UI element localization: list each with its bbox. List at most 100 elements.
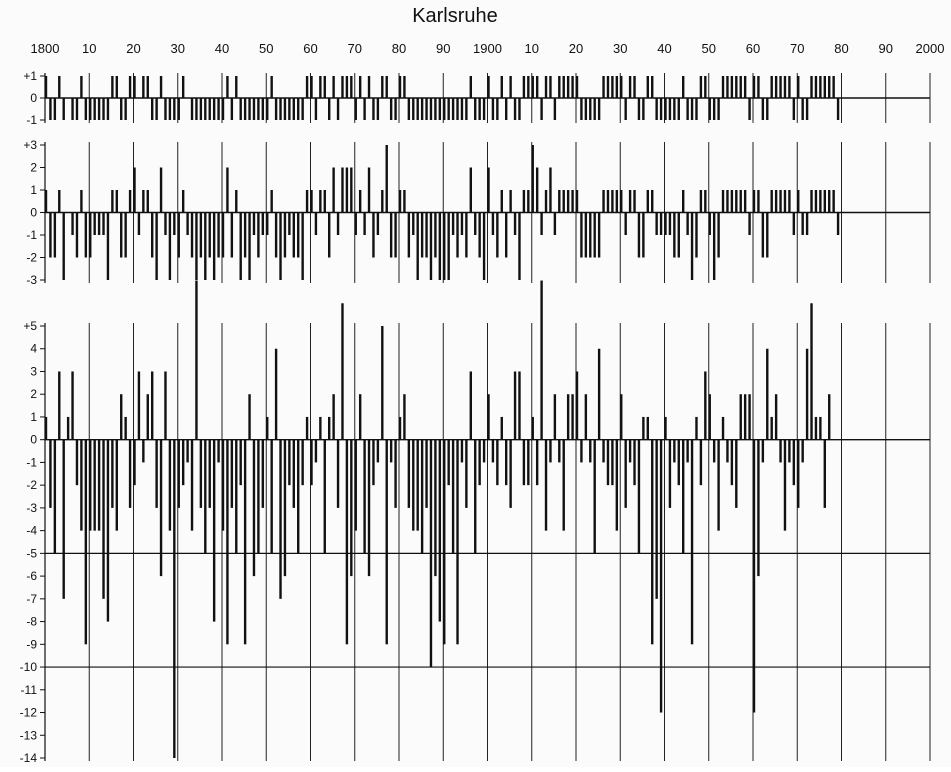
bar: [491, 439, 495, 463]
bar: [212, 212, 216, 280]
bar: [500, 190, 503, 213]
bar: [655, 212, 658, 235]
bar: [283, 212, 287, 258]
bar: [230, 98, 234, 120]
bar: [451, 212, 455, 235]
bar: [726, 190, 729, 213]
bar: [699, 76, 703, 98]
bar: [748, 98, 751, 120]
bar: [292, 212, 295, 258]
bar: [562, 76, 565, 98]
bar: [451, 98, 455, 120]
bar: [704, 190, 707, 213]
x-tick-label: 30: [613, 41, 627, 56]
bar: [589, 439, 592, 463]
bar: [783, 190, 787, 213]
bar: [597, 348, 601, 440]
bar: [292, 98, 295, 120]
bar: [71, 371, 74, 440]
bar: [49, 439, 52, 508]
bar: [151, 212, 154, 258]
bar: [668, 212, 672, 235]
bar: [584, 394, 588, 440]
bar: [367, 167, 371, 213]
bar: [828, 76, 831, 98]
bar: [447, 212, 450, 280]
bar: [80, 76, 83, 98]
bar: [181, 439, 185, 486]
bar: [443, 439, 446, 645]
bar: [288, 439, 291, 486]
x-tick-label: 90: [436, 41, 450, 56]
bar: [505, 98, 508, 120]
bar: [522, 190, 526, 213]
bar: [376, 439, 380, 463]
bar: [628, 439, 632, 463]
bar: [292, 439, 295, 508]
bar: [354, 212, 357, 235]
bar: [549, 439, 552, 463]
bar: [792, 439, 796, 486]
bar: [367, 76, 371, 98]
x-tick-label: 20: [126, 41, 140, 56]
bar: [363, 439, 366, 554]
bar: [819, 190, 822, 213]
x-tick-label: 1800: [31, 41, 60, 56]
bar: [239, 212, 242, 280]
bar: [243, 439, 247, 645]
bar: [394, 439, 397, 508]
bar: [505, 212, 508, 258]
bar: [465, 212, 468, 258]
bar: [774, 76, 778, 98]
bar: [743, 190, 747, 213]
bar: [177, 98, 180, 120]
x-tick-label: 40: [215, 41, 229, 56]
bar: [75, 439, 79, 486]
x-tick-label: 40: [657, 41, 671, 56]
bar: [474, 98, 477, 120]
bar: [270, 190, 273, 213]
bar: [204, 98, 207, 120]
bar: [279, 439, 282, 599]
bar: [465, 439, 468, 508]
bar: [482, 212, 486, 280]
bar: [358, 76, 362, 98]
bar: [788, 190, 791, 213]
bar: [708, 98, 711, 120]
y-tick-label: -2: [26, 478, 37, 492]
bar: [283, 439, 287, 577]
bar: [774, 394, 778, 440]
bar: [805, 98, 809, 120]
x-tick-label: 60: [746, 41, 760, 56]
bar: [451, 439, 455, 554]
bar: [146, 76, 149, 98]
bar: [44, 190, 48, 213]
bar: [261, 98, 265, 120]
bar: [513, 212, 517, 235]
bar: [319, 190, 322, 213]
bar: [305, 416, 309, 440]
bar: [301, 439, 304, 486]
bar: [752, 439, 756, 713]
bar: [823, 190, 826, 213]
y-tick-label: 0: [30, 91, 37, 105]
bar: [642, 98, 645, 120]
bar: [363, 212, 366, 235]
bar: [779, 439, 782, 463]
bar: [230, 212, 234, 258]
bar: [381, 326, 384, 440]
bar: [53, 98, 57, 120]
bar: [159, 76, 163, 98]
bar: [133, 76, 136, 98]
bar: [438, 212, 442, 280]
bar: [49, 98, 52, 120]
bar: [748, 212, 751, 235]
bar: [416, 212, 419, 280]
bar: [212, 98, 216, 120]
bar: [106, 439, 110, 622]
bar: [429, 439, 433, 668]
bar: [128, 76, 132, 98]
bar: [257, 98, 260, 120]
bar: [735, 190, 738, 213]
bar: [151, 98, 154, 120]
